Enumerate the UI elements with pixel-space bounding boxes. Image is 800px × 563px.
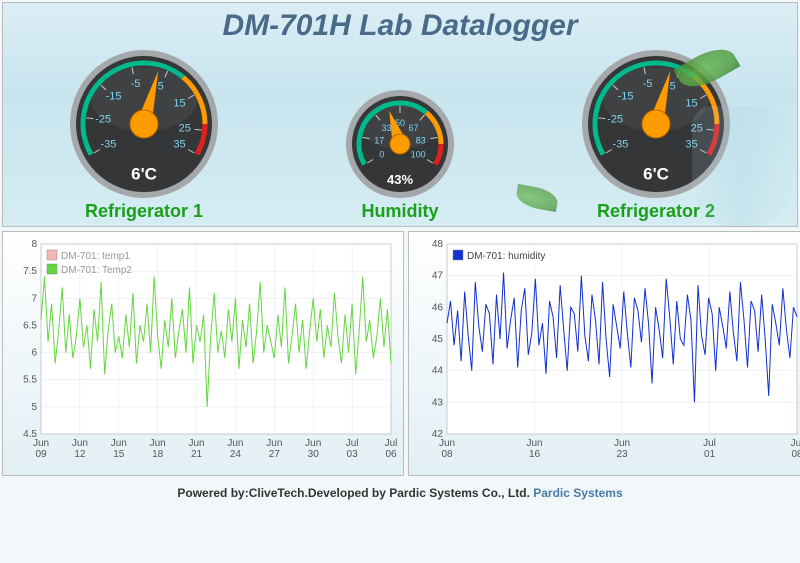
svg-text:DM-701: Temp2: DM-701: Temp2 xyxy=(61,265,132,276)
svg-text:6.5: 6.5 xyxy=(23,320,37,331)
svg-text:Jun: Jun xyxy=(305,438,321,449)
svg-text:5.5: 5.5 xyxy=(23,375,37,386)
dashboard-top-panel: DM-701H Lab Datalogger -35 -25 -15 -5 5 15 25 3… xyxy=(2,2,798,227)
svg-text:DM-701: humidity: DM-701: humidity xyxy=(467,251,545,262)
svg-text:-5: -5 xyxy=(643,78,653,90)
svg-text:Jul: Jul xyxy=(791,438,800,449)
footer-text: Powered by:CliveTech.Developed by Pardic… xyxy=(177,486,533,500)
svg-text:48: 48 xyxy=(432,239,444,250)
svg-text:15: 15 xyxy=(685,98,697,110)
svg-text:-25: -25 xyxy=(607,114,623,126)
svg-text:Jul: Jul xyxy=(703,438,716,449)
svg-text:35: 35 xyxy=(173,139,185,151)
svg-text:01: 01 xyxy=(704,449,716,460)
temperature-chart: 4.555.566.577.58Jun09Jun12Jun15Jun18Jun2… xyxy=(2,231,404,476)
svg-text:08: 08 xyxy=(441,449,453,460)
gauge-humidity: 0173350678310043%Humidity xyxy=(345,89,455,222)
svg-text:0: 0 xyxy=(379,150,384,160)
svg-text:-15: -15 xyxy=(618,91,634,103)
svg-text:15: 15 xyxy=(173,98,185,110)
humidity-chart: 42434445464748Jun08Jun16Jun23Jul01Jul08D… xyxy=(408,231,800,476)
svg-text:100: 100 xyxy=(411,150,426,160)
svg-text:Jun: Jun xyxy=(526,438,542,449)
svg-text:44: 44 xyxy=(432,366,444,377)
svg-text:6'C: 6'C xyxy=(131,164,157,183)
svg-text:Jun: Jun xyxy=(227,438,243,449)
svg-text:25: 25 xyxy=(179,122,191,134)
footer-link[interactable]: Pardic Systems xyxy=(533,486,622,500)
svg-text:-35: -35 xyxy=(613,139,629,151)
svg-text:5: 5 xyxy=(670,81,676,93)
svg-text:Jul: Jul xyxy=(346,438,359,449)
svg-text:18: 18 xyxy=(152,449,164,460)
svg-text:5: 5 xyxy=(158,81,164,93)
svg-text:16: 16 xyxy=(529,449,541,460)
svg-text:06: 06 xyxy=(385,449,397,460)
svg-text:6: 6 xyxy=(31,348,37,359)
svg-text:Jun: Jun xyxy=(111,438,127,449)
svg-text:17: 17 xyxy=(374,135,384,145)
svg-text:67: 67 xyxy=(408,123,418,133)
svg-text:09: 09 xyxy=(35,449,47,460)
gauge-refrigerator-1: -35 -25 -15 -5 5 15 25 35 6'C Refrigerator 1 xyxy=(69,49,219,222)
svg-text:33: 33 xyxy=(381,123,391,133)
svg-text:Jun: Jun xyxy=(188,438,204,449)
svg-text:43: 43 xyxy=(432,397,444,408)
svg-text:7: 7 xyxy=(31,293,37,304)
svg-text:03: 03 xyxy=(347,449,359,460)
svg-text:30: 30 xyxy=(308,449,320,460)
svg-text:12: 12 xyxy=(74,449,86,460)
svg-text:6'C: 6'C xyxy=(643,164,669,183)
svg-text:21: 21 xyxy=(191,449,203,460)
svg-text:-25: -25 xyxy=(95,114,111,126)
svg-text:-15: -15 xyxy=(106,91,122,103)
svg-text:27: 27 xyxy=(269,449,281,460)
svg-text:DM-701: temp1: DM-701: temp1 xyxy=(61,251,130,262)
svg-text:Jun: Jun xyxy=(150,438,166,449)
svg-text:Jun: Jun xyxy=(266,438,282,449)
svg-text:Jun: Jun xyxy=(614,438,630,449)
svg-text:23: 23 xyxy=(616,449,628,460)
svg-text:-35: -35 xyxy=(101,139,117,151)
svg-text:-5: -5 xyxy=(131,78,141,90)
svg-text:46: 46 xyxy=(432,302,444,313)
footer: Powered by:CliveTech.Developed by Pardic… xyxy=(0,486,800,500)
svg-text:Jul: Jul xyxy=(385,438,398,449)
svg-text:45: 45 xyxy=(432,334,444,345)
svg-text:43%: 43% xyxy=(387,172,413,187)
gauge-label: Refrigerator 1 xyxy=(85,201,203,222)
svg-text:83: 83 xyxy=(416,135,426,145)
charts-row: 4.555.566.577.58Jun09Jun12Jun15Jun18Jun2… xyxy=(2,231,798,476)
svg-text:Jun: Jun xyxy=(33,438,49,449)
svg-text:8: 8 xyxy=(31,239,37,250)
svg-text:5: 5 xyxy=(31,402,37,413)
svg-text:Jun: Jun xyxy=(72,438,88,449)
gauge-label: Humidity xyxy=(361,201,438,222)
svg-text:15: 15 xyxy=(113,449,125,460)
svg-text:Jun: Jun xyxy=(439,438,455,449)
svg-text:7.5: 7.5 xyxy=(23,266,37,277)
decorative-vase xyxy=(692,106,792,226)
svg-text:24: 24 xyxy=(230,449,242,460)
page-title: DM-701H Lab Datalogger xyxy=(11,9,789,43)
svg-text:08: 08 xyxy=(791,449,800,460)
svg-text:47: 47 xyxy=(432,271,444,282)
gauges-row: -35 -25 -15 -5 5 15 25 35 6'C Refrigerator 1 0 17 33… xyxy=(11,49,789,222)
